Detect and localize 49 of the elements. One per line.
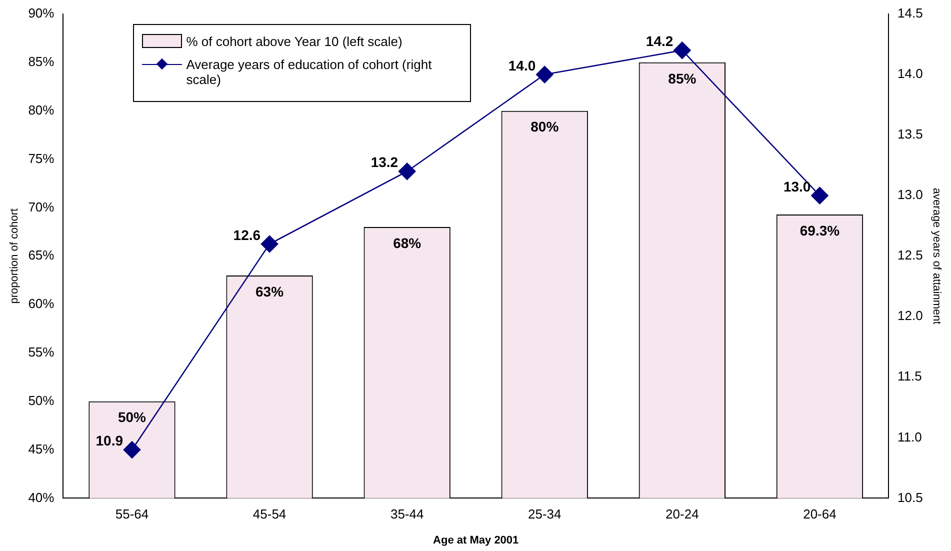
point: [674, 42, 691, 59]
legend-label: Average years of education of cohort (right scale): [186, 57, 433, 87]
y-tick-label: 60%: [28, 296, 55, 312]
data-label: 68%: [393, 234, 422, 251]
point: [123, 441, 141, 458]
data-label: 50%: [118, 409, 147, 426]
data-label: 69.3%: [800, 222, 840, 238]
point: [811, 186, 828, 204]
x-tick-label: 55-64: [115, 506, 149, 522]
x-axis-title: Age at May 2001: [433, 534, 519, 546]
data-label: 12.6: [233, 226, 261, 243]
y2-tick-label: 14.0: [898, 66, 923, 82]
y2-tick-label: 10.5: [898, 490, 923, 505]
data-label: 14.2: [646, 33, 674, 50]
data-label: 13.0: [783, 178, 811, 194]
y2-tick-label: 13.5: [898, 126, 923, 142]
y-tick-label: 50%: [28, 392, 55, 408]
y2-tick-label: 11.0: [898, 429, 922, 444]
x-tick-label: 25-34: [528, 506, 562, 522]
data-label: 14.0: [508, 57, 536, 74]
data-label: 80%: [530, 118, 560, 135]
y2-tick-label: 12.5: [898, 248, 923, 263]
point: [536, 66, 554, 84]
x-tick-label: 20-24: [666, 506, 699, 522]
data-label: 63%: [256, 283, 284, 300]
y-tick-label: 80%: [28, 102, 55, 118]
y2-tick-label: 13.0: [898, 187, 923, 202]
y2-tick-label: 12.0: [898, 308, 923, 324]
y-axis-title: proportion of cohort: [8, 208, 21, 304]
data-label: 13.2: [370, 154, 398, 170]
y-tick-label: 55%: [28, 344, 55, 360]
y-tick-label: 75%: [28, 150, 55, 166]
y-tick-label: 85%: [28, 54, 55, 69]
y-tick-label: 45%: [28, 441, 55, 456]
y-tick-label: 70%: [28, 199, 55, 214]
y-tick-label: 40%: [28, 490, 55, 505]
x-tick-label: 35-44: [390, 506, 424, 522]
x-tick-label: 20-64: [803, 506, 836, 522]
legend-label: % of cohort above Year 10 (left scale): [186, 34, 402, 49]
data-label: 10.9: [96, 432, 124, 449]
y-tick-label: 90%: [28, 6, 55, 21]
y-tick-label: 65%: [28, 248, 55, 263]
y2-axis-title: average years of attainment: [930, 188, 942, 324]
data-label: 85%: [668, 70, 697, 86]
y2-tick-label: 11.5: [898, 368, 922, 384]
point: [398, 162, 416, 180]
point: [260, 235, 278, 253]
x-tick-label: 45-54: [252, 506, 286, 522]
y2-tick-label: 14.5: [898, 6, 923, 21]
